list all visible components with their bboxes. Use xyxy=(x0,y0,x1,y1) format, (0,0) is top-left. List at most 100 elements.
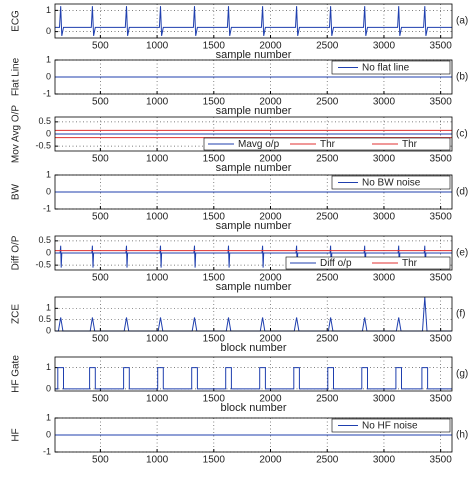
y-tick-label: 1 xyxy=(46,54,51,64)
panel-label: (g) xyxy=(456,369,468,380)
y-tick-label: 0.5 xyxy=(38,235,51,245)
x-tick-label: 2500 xyxy=(316,334,339,345)
panel-label: (c) xyxy=(456,129,468,140)
y-tick-label: 0 xyxy=(46,325,51,335)
x-tick-label: 2500 xyxy=(316,154,339,165)
legend-label: Thr xyxy=(402,139,418,150)
series-line xyxy=(55,6,452,36)
panel-label: (f) xyxy=(456,309,465,320)
x-tick-label: 500 xyxy=(92,334,109,345)
x-tick-label: 2000 xyxy=(259,97,282,108)
x-tick-label: 3000 xyxy=(373,334,396,345)
x-tick-label: 3000 xyxy=(373,154,396,165)
x-tick-label: 3500 xyxy=(430,41,453,52)
x-tick-label: 3500 xyxy=(430,394,453,405)
plot-frame xyxy=(54,116,453,152)
plot-frame xyxy=(54,59,453,95)
x-tick-label: 2000 xyxy=(259,273,282,284)
legend-label: Thr xyxy=(320,139,336,150)
legend-label: Thr xyxy=(402,258,418,269)
x-tick-label: 500 xyxy=(92,97,109,108)
plot-area xyxy=(55,357,452,391)
x-tick-label: 1500 xyxy=(203,455,226,466)
plot-frame xyxy=(54,356,453,392)
y-tick-label: 0 xyxy=(46,128,51,138)
plot-frame xyxy=(54,3,453,39)
x-tick-label: 2500 xyxy=(316,273,339,284)
y-tick-label: 0 xyxy=(46,26,51,36)
x-tick-label: 3500 xyxy=(430,97,453,108)
x-tick-label: 2500 xyxy=(316,212,339,223)
legend-box xyxy=(331,418,451,433)
series-line xyxy=(55,367,452,390)
x-axis-label: sample number xyxy=(216,220,292,232)
y-tick-label: -1 xyxy=(43,88,51,98)
x-tick-label: 1500 xyxy=(203,212,226,223)
y-axis-label: ECG xyxy=(11,10,22,32)
plot-frame xyxy=(54,417,453,453)
panel-label: (a) xyxy=(456,16,468,27)
y-tick-label: 0 xyxy=(46,383,51,393)
plot-frame xyxy=(54,174,453,210)
x-tick-label: 1000 xyxy=(146,97,169,108)
x-axis-label: block number xyxy=(220,402,286,414)
y-axis-label: HF Gate xyxy=(11,355,22,393)
x-tick-label: 1000 xyxy=(146,41,169,52)
plot-area xyxy=(55,297,452,331)
x-tick-label: 2500 xyxy=(316,97,339,108)
legend-label: No BW noise xyxy=(362,178,421,189)
x-tick-label: 1000 xyxy=(146,273,169,284)
y-tick-label: -0.5 xyxy=(35,141,51,151)
x-tick-label: 2000 xyxy=(259,212,282,223)
y-tick-label: 0 xyxy=(46,186,51,196)
x-tick-label: 3000 xyxy=(373,455,396,466)
x-tick-label: 1000 xyxy=(146,455,169,466)
x-tick-label: 3000 xyxy=(373,41,396,52)
x-tick-label: 1000 xyxy=(146,394,169,405)
y-tick-label: 0 xyxy=(46,429,51,439)
y-tick-label: 0.5 xyxy=(38,314,51,324)
y-tick-label: 1 xyxy=(46,362,51,372)
x-tick-label: 500 xyxy=(92,154,109,165)
x-tick-label: 500 xyxy=(92,41,109,52)
x-axis-label: sample number xyxy=(216,281,292,293)
plot-area xyxy=(55,4,452,38)
y-tick-label: 1 xyxy=(46,169,51,179)
legend-box xyxy=(203,137,451,151)
x-tick-label: 2500 xyxy=(316,394,339,405)
x-tick-label: 2000 xyxy=(259,394,282,405)
x-tick-label: 3500 xyxy=(430,154,453,165)
panel-label: (e) xyxy=(456,248,468,259)
y-tick-label: -0.5 xyxy=(35,260,51,270)
x-tick-label: 1000 xyxy=(146,212,169,223)
legend-label: Diff o/p xyxy=(320,258,352,269)
x-tick-label: 2000 xyxy=(259,455,282,466)
x-axis-label: sample number xyxy=(216,49,292,61)
x-tick-label: 1500 xyxy=(203,41,226,52)
panel-label: (h) xyxy=(456,430,468,441)
panel-label: (d) xyxy=(456,187,468,198)
x-tick-label: 500 xyxy=(92,455,109,466)
x-tick-label: 1500 xyxy=(203,97,226,108)
legend-label: No HF noise xyxy=(362,421,418,432)
x-tick-label: 1500 xyxy=(203,154,226,165)
y-tick-label: 1 xyxy=(46,5,51,15)
x-tick-label: 3000 xyxy=(373,394,396,405)
y-tick-label: 0.5 xyxy=(38,116,51,126)
legend-label: Mavg o/p xyxy=(238,139,280,150)
x-tick-label: 1500 xyxy=(203,394,226,405)
legend-box xyxy=(331,175,451,190)
y-axis-label: Diff O/P xyxy=(11,235,22,270)
panel-label: (b) xyxy=(456,72,468,83)
x-tick-label: 3000 xyxy=(373,97,396,108)
y-axis-label: Flat Line xyxy=(11,57,22,96)
x-tick-label: 2000 xyxy=(259,334,282,345)
x-tick-label: 3000 xyxy=(373,212,396,223)
y-tick-label: 0 xyxy=(46,247,51,257)
x-tick-label: 3500 xyxy=(430,273,453,284)
x-tick-label: 3500 xyxy=(430,334,453,345)
x-tick-label: 500 xyxy=(92,212,109,223)
x-tick-label: 2000 xyxy=(259,41,282,52)
plot-frame xyxy=(54,235,453,271)
